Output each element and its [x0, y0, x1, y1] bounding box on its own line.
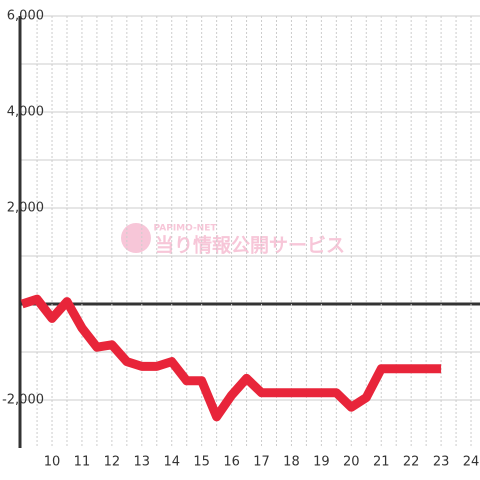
x-tick-label: 15	[193, 455, 210, 470]
watermark-small: PAPIMO-NET	[153, 224, 217, 234]
y-tick-label: 2,000	[7, 201, 44, 216]
x-tick-label: 18	[283, 455, 300, 470]
line-series	[20, 294, 442, 422]
watermark: 当り情報公開サービス	[155, 234, 345, 257]
x-tick-label: 24	[463, 455, 480, 470]
y-tick-label: 4,000	[7, 105, 44, 120]
x-tick-label: 17	[253, 455, 270, 470]
x-tick-label: 12	[104, 455, 121, 470]
x-tick-label: 10	[44, 455, 61, 470]
x-tick-label: 22	[403, 455, 420, 470]
x-tick-label: 21	[373, 455, 390, 470]
y-tick-label: -2,000	[2, 393, 44, 408]
x-tick-label: 14	[163, 455, 180, 470]
watermark-logo	[121, 223, 151, 253]
y-tick-label: 6,000	[7, 9, 44, 24]
x-tick-label: 11	[74, 455, 91, 470]
x-tick-label: 19	[313, 455, 330, 470]
x-tick-label: 16	[223, 455, 240, 470]
x-tick-label: 13	[134, 455, 151, 470]
x-tick-label: 20	[343, 455, 360, 470]
x-tick-label: 23	[433, 455, 450, 470]
